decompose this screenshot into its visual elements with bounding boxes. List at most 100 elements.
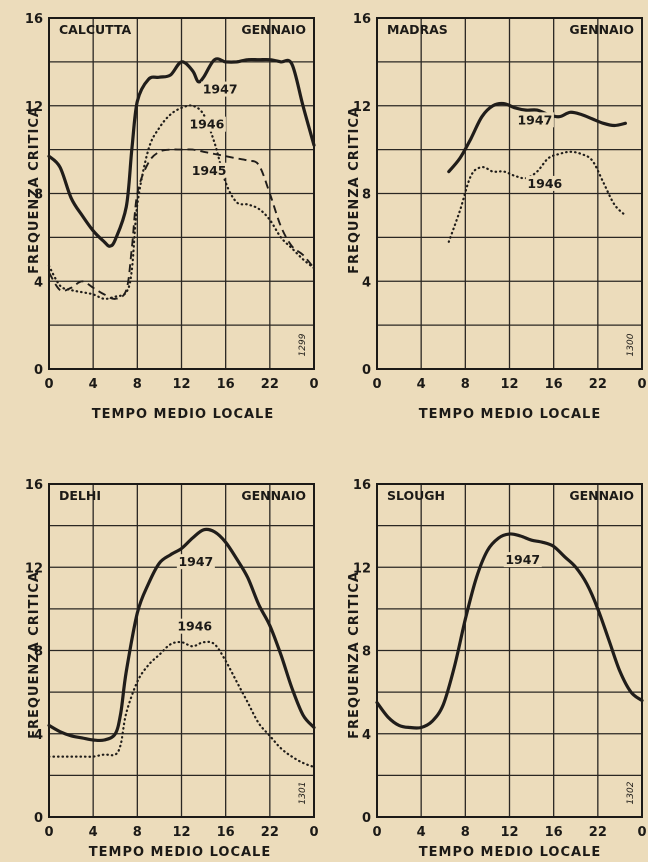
x-tick-label: 8 [133,825,142,840]
series-line-1946 [447,150,627,243]
x-tick-label: 8 [461,377,470,392]
x-tick-label: 12 [172,377,190,392]
series-label-background [190,162,229,178]
panel-month: GENNAIO [241,22,306,37]
x-tick-label: 4 [89,377,98,392]
y-tick-label: 4 [34,275,43,290]
y-tick-label: 8 [34,188,43,203]
panel-month: GENNAIO [569,488,634,503]
series-label: 1945 [192,163,227,178]
plot-frame [48,483,315,818]
series-line-1946 [47,640,316,769]
x-tick-label: 0 [637,377,646,392]
x-tick-label: 0 [309,825,318,840]
series-label-background [515,112,554,128]
x-axis-title: TEMPO MEDIO LOCALE [89,845,271,860]
x-tick-label: 8 [133,377,142,392]
y-tick-label: 0 [362,811,371,826]
figure-number: 1300 [626,333,636,356]
y-axis-title: FREQUENZA CRITICA [27,571,42,739]
y-tick-label: 0 [362,363,371,378]
x-tick-label: 22 [589,377,607,392]
y-tick-label: 16 [353,478,371,493]
x-tick-label: 8 [461,825,470,840]
x-tick-label: 0 [44,377,53,392]
y-tick-label: 4 [34,728,43,743]
series-label: 1947 [203,82,238,97]
y-tick-label: 8 [34,645,43,660]
panel-month: GENNAIO [241,488,306,503]
y-tick-label: 0 [34,811,43,826]
panel-title: SLOUGH [387,488,445,503]
x-tick-label: 22 [261,377,279,392]
series-label-background [503,552,542,568]
figure-number: 1299 [298,333,308,356]
x-tick-label: 0 [372,825,381,840]
y-tick-label: 4 [362,728,371,743]
plot-frame [376,17,643,370]
series-label: 1946 [527,176,562,191]
y-tick-label: 16 [25,12,43,27]
y-tick-label: 8 [362,645,371,660]
y-axis-title: FREQUENZA CRITICA [347,571,362,739]
x-tick-label: 22 [261,825,279,840]
series-line-1947 [47,527,316,743]
grid [49,18,314,369]
series-line-1947 [375,532,644,730]
panel-madras: FREQUENZA CRITICA TEMPO MEDIO LOCALE 0 4 8… [347,12,647,422]
series-label-background [201,81,240,97]
x-tick-label: 12 [500,377,518,392]
y-tick-label: 12 [353,100,371,115]
x-axis-title: TEMPO MEDIO LOCALE [419,845,601,860]
x-tick-label: 16 [217,825,235,840]
x-tick-label: 4 [417,825,426,840]
panel-calcutta: FREQUENZA CRITICA TEMPO MEDIO LOCALE 0 4 8… [25,12,319,422]
y-tick-label: 12 [25,561,43,576]
series-label: 1947 [505,552,540,567]
x-tick-label: 16 [545,377,563,392]
x-tick-label: 0 [309,377,318,392]
grid [49,484,314,817]
figure-number: 1301 [298,782,308,805]
panel-month: GENNAIO [569,22,634,37]
x-axis-title: TEMPO MEDIO LOCALE [92,407,274,422]
panel-title: DELHI [59,488,101,503]
series-line-1945 [48,148,315,300]
x-tick-label: 12 [500,825,518,840]
plot-frame [48,17,315,370]
x-tick-label: 12 [172,825,190,840]
grid [377,18,642,369]
y-tick-label: 16 [353,12,371,27]
series-line-1947 [47,57,316,248]
series-line-1946 [47,104,316,300]
panel-slough: FREQUENZA CRITICA TEMPO MEDIO LOCALE 0 4 8… [347,478,647,860]
x-tick-label: 0 [372,377,381,392]
x-tick-label: 16 [217,377,235,392]
y-axis-title: FREQUENZA CRITICA [347,106,362,274]
y-tick-label: 0 [34,363,43,378]
x-tick-label: 22 [589,825,607,840]
series-label-background [176,554,215,570]
panel-delhi: FREQUENZA CRITICA TEMPO MEDIO LOCALE 0 4 8… [25,478,319,860]
x-tick-label: 4 [89,825,98,840]
x-tick-label: 0 [637,825,646,840]
panel-title: MADRAS [387,22,448,37]
x-tick-label: 4 [417,377,426,392]
x-tick-label: 16 [545,825,563,840]
series-label-background [175,618,214,634]
y-tick-label: 12 [25,100,43,115]
series-label: 1946 [189,117,224,132]
grid [377,484,642,817]
series-label-background [187,116,226,132]
series-line-1947 [447,101,627,174]
figure-number: 1302 [626,781,636,804]
panel-title: CALCUTTA [59,22,132,37]
plot-frame [376,483,643,818]
y-tick-label: 4 [362,275,371,290]
y-tick-label: 12 [353,561,371,576]
x-axis-title: TEMPO MEDIO LOCALE [419,407,601,422]
y-axis-title: FREQUENZA CRITICA [27,106,42,274]
y-tick-label: 16 [25,478,43,493]
series-label-background [525,175,564,191]
